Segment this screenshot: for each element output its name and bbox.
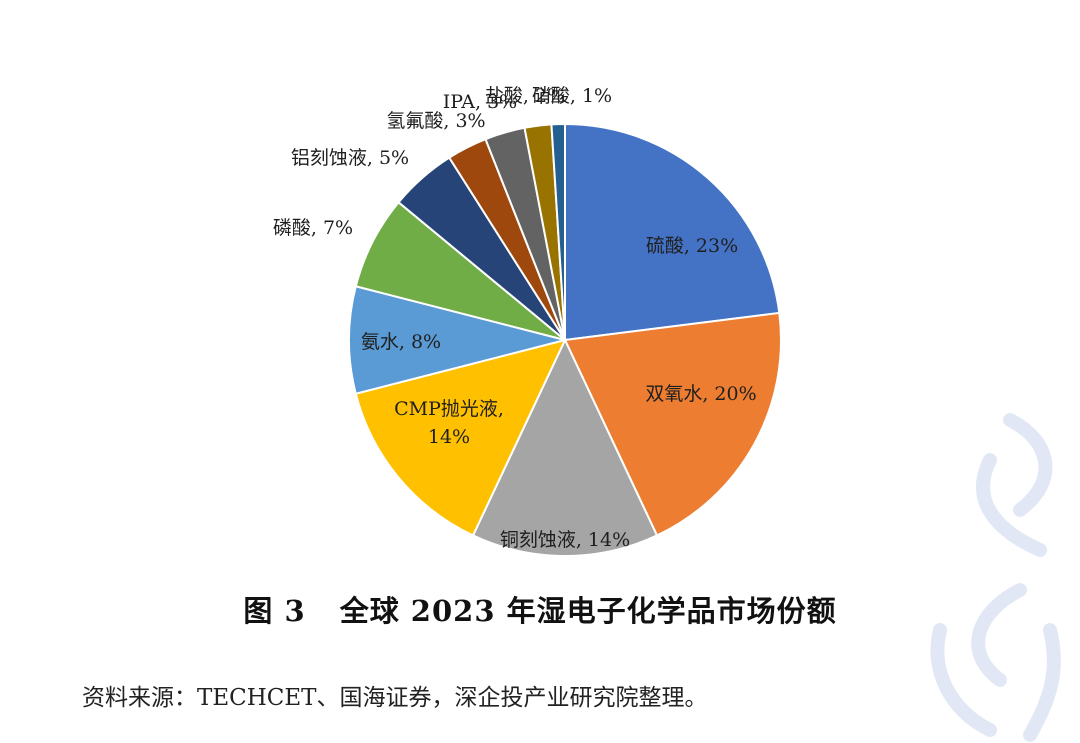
pie-label-10: 盐酸, 2% [485,85,565,107]
pie-chart: 硫酸, 23% 双氧水, 20% 铜刻蚀液, 14% CMP抛光液, 14% 氨水, 8%… [273,85,782,557]
pie-slice-3 [471,337,659,557]
pie-label-7: 铝刻蚀液, 5% [291,147,409,169]
pie-slice-2 [563,311,782,537]
figure-number: 图 3 [243,594,306,628]
pie-label-3: 铜刻蚀液, 14% [500,529,630,551]
source-note: 资料来源：TECHCET、国海证券，深企投产业研究院整理。 [82,685,708,711]
figure-caption: 图 3 全球 2023 年湿电子化学品市场份额 [0,588,1080,630]
pie-slice-11 [550,122,566,341]
pie-slice-4 [354,338,567,537]
pie-label-1: 硫酸, 23% [646,235,738,257]
pie-label-5: 氨水, 8% [361,331,441,353]
pie-labels: 硫酸, 23% 双氧水, 20% 铜刻蚀液, 14% CMP抛光液, 14% 氨水, 8%… [273,85,757,551]
pie-label-6: 磷酸, 7% [273,217,353,239]
pie-label-9: IPA, 3% [443,91,518,113]
figure-title: 全球 2023 年湿电子化学品市场份额 [339,594,837,628]
pie-slice-5 [348,285,566,395]
pie-slice-1 [564,122,781,342]
pie-label-8: 氢氟酸, 3% [386,110,485,132]
pie-label-4: CMP抛光液, 14% [394,398,504,448]
pie-slices [348,122,782,557]
pie-label-2: 双氧水, 20% [645,383,756,405]
pie-label-11: 硝酸, 1% [532,85,612,107]
